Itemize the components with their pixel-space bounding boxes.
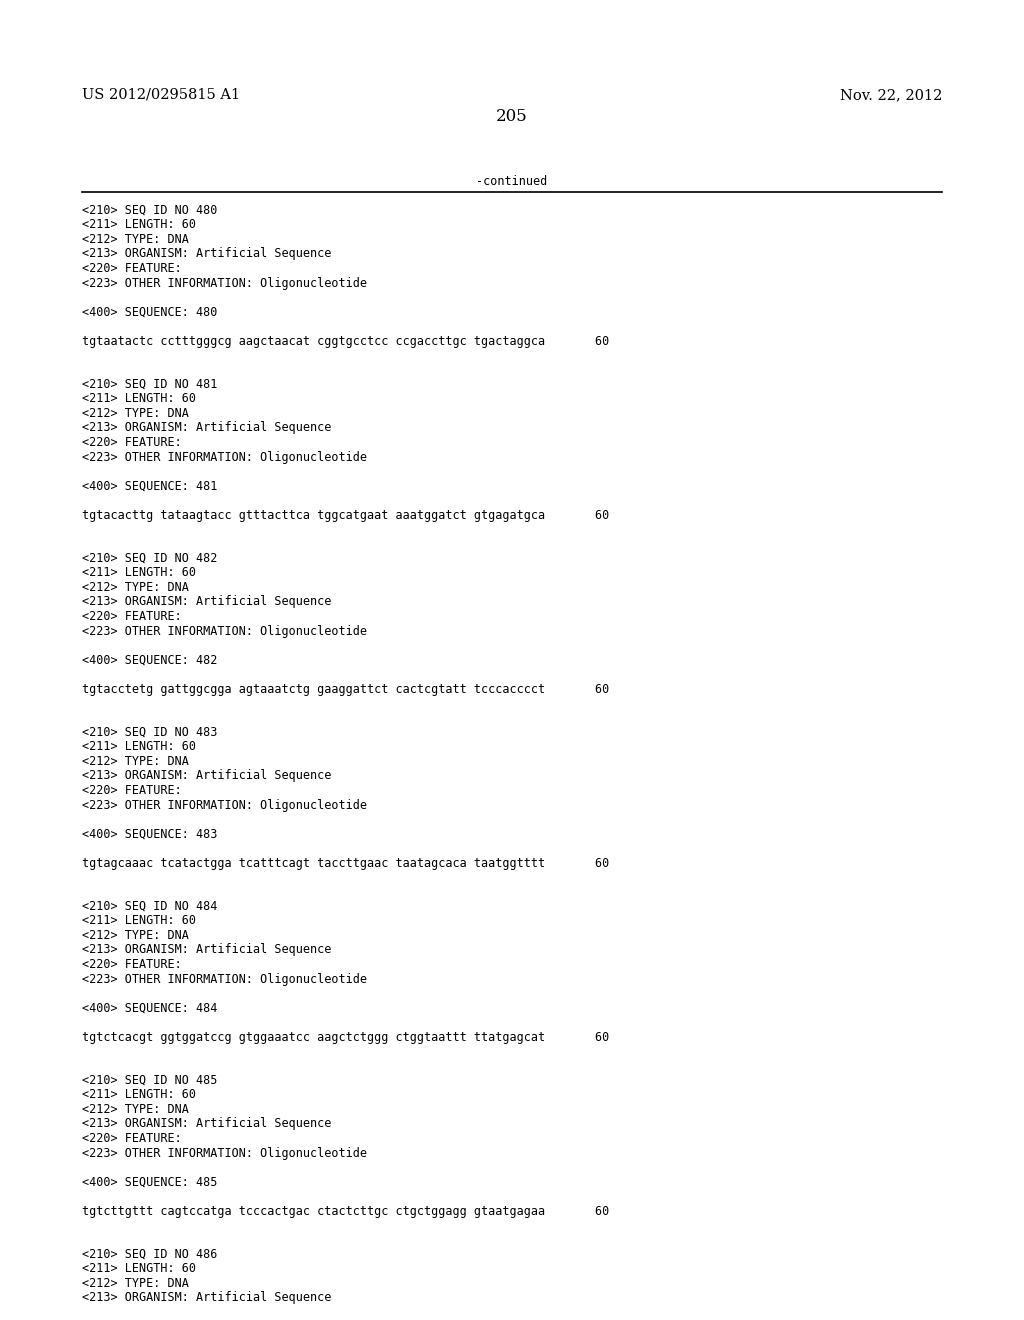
Text: <213> ORGANISM: Artificial Sequence: <213> ORGANISM: Artificial Sequence (82, 770, 332, 783)
Text: <400> SEQUENCE: 483: <400> SEQUENCE: 483 (82, 828, 217, 841)
Text: tgtagcaaac tcatactgga tcatttcagt taccttgaac taatagcaca taatggtttt       60: tgtagcaaac tcatactgga tcatttcagt taccttg… (82, 857, 609, 870)
Text: 205: 205 (496, 108, 528, 125)
Text: <210> SEQ ID NO 483: <210> SEQ ID NO 483 (82, 726, 217, 739)
Text: <211> LENGTH: 60: <211> LENGTH: 60 (82, 741, 196, 754)
Text: <213> ORGANISM: Artificial Sequence: <213> ORGANISM: Artificial Sequence (82, 944, 332, 957)
Text: <210> SEQ ID NO 485: <210> SEQ ID NO 485 (82, 1074, 217, 1086)
Text: US 2012/0295815 A1: US 2012/0295815 A1 (82, 88, 240, 102)
Text: <400> SEQUENCE: 481: <400> SEQUENCE: 481 (82, 479, 217, 492)
Text: <400> SEQUENCE: 480: <400> SEQUENCE: 480 (82, 305, 217, 318)
Text: tgtacctetg gattggcgga agtaaatctg gaaggattct cactcgtatt tcccacccct       60: tgtacctetg gattggcgga agtaaatctg gaaggat… (82, 682, 609, 696)
Text: <212> TYPE: DNA: <212> TYPE: DNA (82, 581, 188, 594)
Text: <211> LENGTH: 60: <211> LENGTH: 60 (82, 566, 196, 579)
Text: <212> TYPE: DNA: <212> TYPE: DNA (82, 755, 188, 768)
Text: <212> TYPE: DNA: <212> TYPE: DNA (82, 234, 188, 246)
Text: <223> OTHER INFORMATION: Oligonucleotide: <223> OTHER INFORMATION: Oligonucleotide (82, 450, 367, 463)
Text: tgtaatactc cctttgggcg aagctaacat cggtgcctcc ccgaccttgc tgactaggca       60: tgtaatactc cctttgggcg aagctaacat cggtgcc… (82, 334, 609, 347)
Text: <211> LENGTH: 60: <211> LENGTH: 60 (82, 1089, 196, 1101)
Text: <210> SEQ ID NO 482: <210> SEQ ID NO 482 (82, 552, 217, 565)
Text: <213> ORGANISM: Artificial Sequence: <213> ORGANISM: Artificial Sequence (82, 1118, 332, 1130)
Text: <400> SEQUENCE: 485: <400> SEQUENCE: 485 (82, 1176, 217, 1188)
Text: <213> ORGANISM: Artificial Sequence: <213> ORGANISM: Artificial Sequence (82, 1291, 332, 1304)
Text: <220> FEATURE:: <220> FEATURE: (82, 436, 181, 449)
Text: <211> LENGTH: 60: <211> LENGTH: 60 (82, 219, 196, 231)
Text: <223> OTHER INFORMATION: Oligonucleotide: <223> OTHER INFORMATION: Oligonucleotide (82, 973, 367, 986)
Text: <210> SEQ ID NO 480: <210> SEQ ID NO 480 (82, 205, 217, 216)
Text: <213> ORGANISM: Artificial Sequence: <213> ORGANISM: Artificial Sequence (82, 248, 332, 260)
Text: <220> FEATURE:: <220> FEATURE: (82, 784, 181, 797)
Text: <400> SEQUENCE: 484: <400> SEQUENCE: 484 (82, 1002, 217, 1015)
Text: <210> SEQ ID NO 481: <210> SEQ ID NO 481 (82, 378, 217, 391)
Text: <223> OTHER INFORMATION: Oligonucleotide: <223> OTHER INFORMATION: Oligonucleotide (82, 624, 367, 638)
Text: -continued: -continued (476, 176, 548, 187)
Text: <213> ORGANISM: Artificial Sequence: <213> ORGANISM: Artificial Sequence (82, 421, 332, 434)
Text: <213> ORGANISM: Artificial Sequence: <213> ORGANISM: Artificial Sequence (82, 595, 332, 609)
Text: <211> LENGTH: 60: <211> LENGTH: 60 (82, 915, 196, 928)
Text: tgtcttgttt cagtccatga tcccactgac ctactcttgc ctgctggagg gtaatgagaa       60: tgtcttgttt cagtccatga tcccactgac ctactct… (82, 1204, 609, 1217)
Text: <220> FEATURE:: <220> FEATURE: (82, 958, 181, 972)
Text: Nov. 22, 2012: Nov. 22, 2012 (840, 88, 942, 102)
Text: <212> TYPE: DNA: <212> TYPE: DNA (82, 1276, 188, 1290)
Text: tgtctcacgt ggtggatccg gtggaaatcc aagctctggg ctggtaattt ttatgagcat       60: tgtctcacgt ggtggatccg gtggaaatcc aagctct… (82, 1031, 609, 1044)
Text: <400> SEQUENCE: 482: <400> SEQUENCE: 482 (82, 653, 217, 667)
Text: tgtacacttg tataagtacc gtttacttca tggcatgaat aaatggatct gtgagatgca       60: tgtacacttg tataagtacc gtttacttca tggcatg… (82, 508, 609, 521)
Text: <211> LENGTH: 60: <211> LENGTH: 60 (82, 392, 196, 405)
Text: <212> TYPE: DNA: <212> TYPE: DNA (82, 929, 188, 942)
Text: <212> TYPE: DNA: <212> TYPE: DNA (82, 407, 188, 420)
Text: <212> TYPE: DNA: <212> TYPE: DNA (82, 1104, 188, 1115)
Text: <210> SEQ ID NO 484: <210> SEQ ID NO 484 (82, 900, 217, 913)
Text: <223> OTHER INFORMATION: Oligonucleotide: <223> OTHER INFORMATION: Oligonucleotide (82, 1147, 367, 1159)
Text: <211> LENGTH: 60: <211> LENGTH: 60 (82, 1262, 196, 1275)
Text: <210> SEQ ID NO 486: <210> SEQ ID NO 486 (82, 1247, 217, 1261)
Text: <220> FEATURE:: <220> FEATURE: (82, 610, 181, 623)
Text: <220> FEATURE:: <220> FEATURE: (82, 1133, 181, 1144)
Text: <223> OTHER INFORMATION: Oligonucleotide: <223> OTHER INFORMATION: Oligonucleotide (82, 799, 367, 812)
Text: <220> FEATURE:: <220> FEATURE: (82, 261, 181, 275)
Text: <223> OTHER INFORMATION: Oligonucleotide: <223> OTHER INFORMATION: Oligonucleotide (82, 276, 367, 289)
